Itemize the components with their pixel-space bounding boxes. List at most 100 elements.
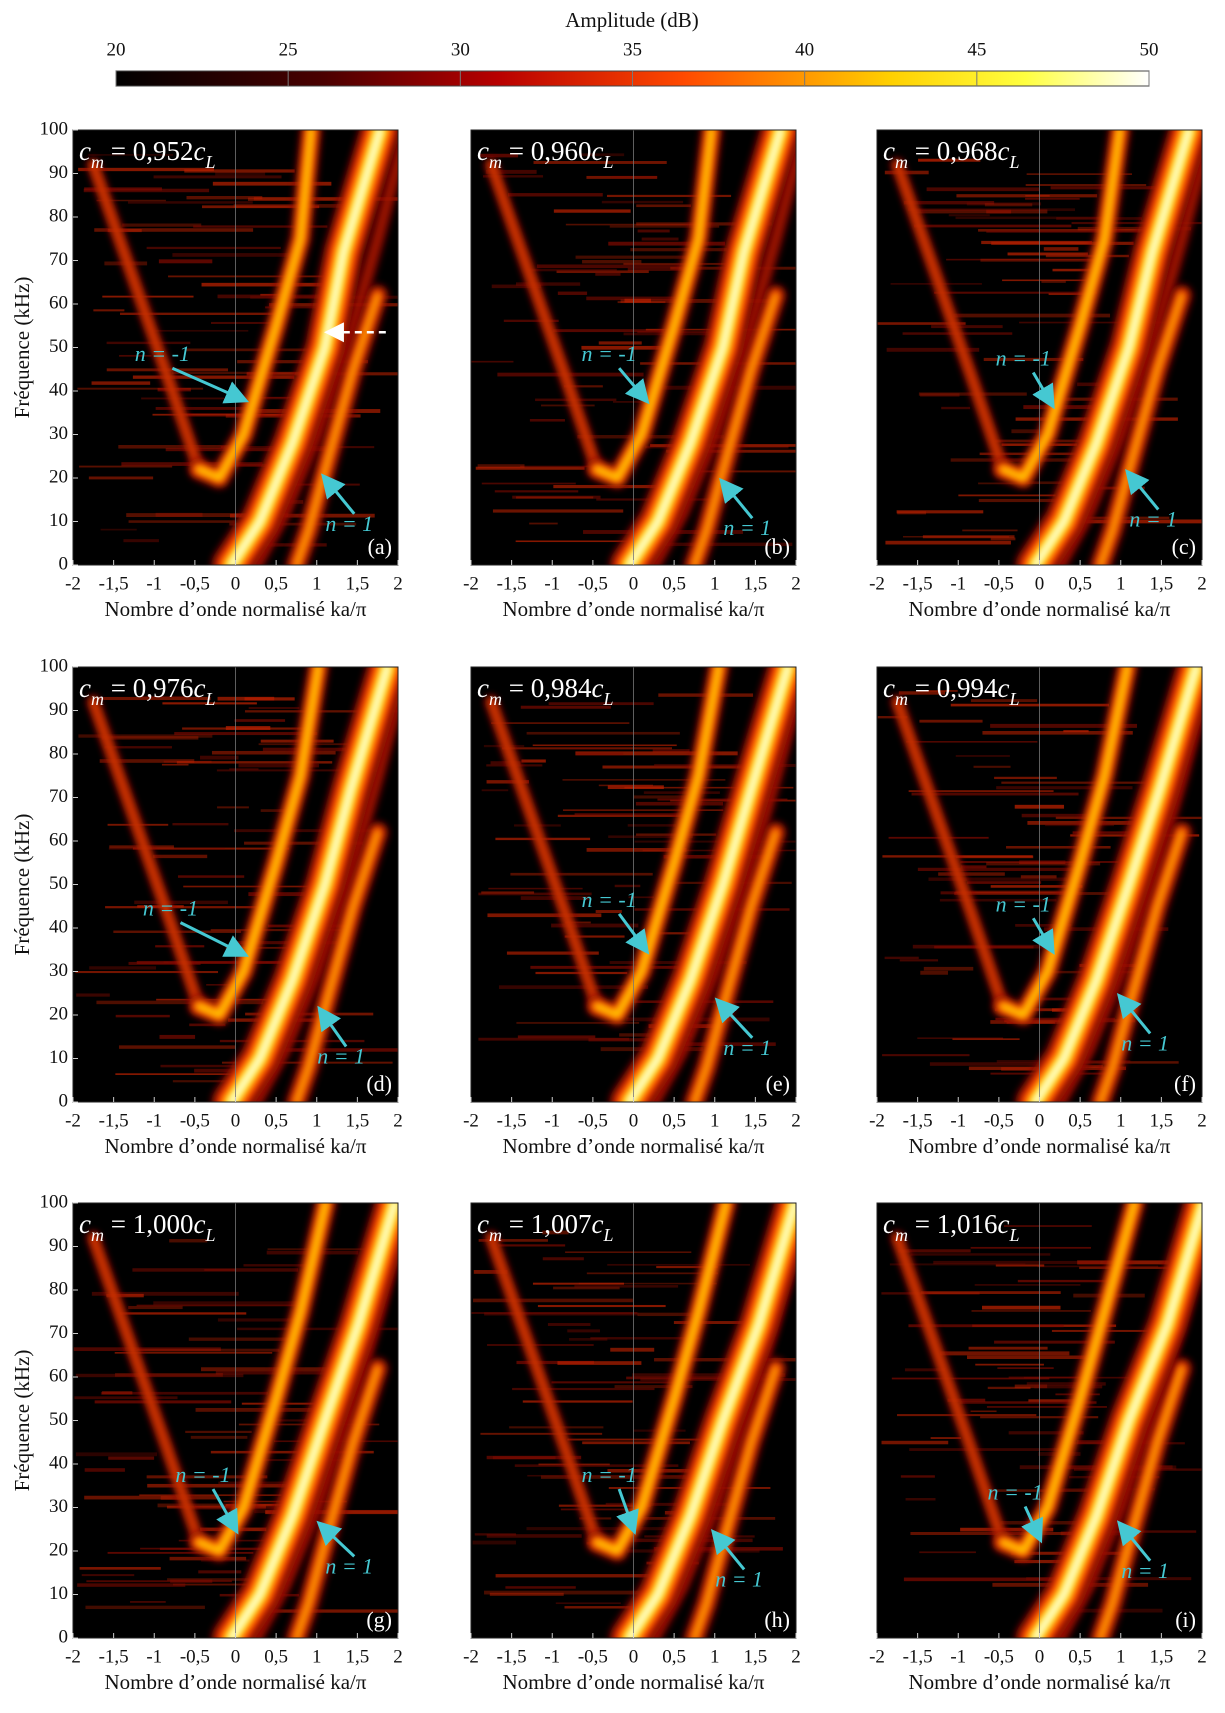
title-part: c [79,136,91,166]
x-tick-label: -2 [869,1646,885,1667]
annotation: n = 1 [325,1553,373,1578]
annotation: n = -1 [143,896,198,921]
x-tick-label: -0,5 [180,1110,210,1131]
x-tick-label: -1,5 [497,573,527,594]
x-tick-label: -2 [463,1646,479,1667]
panel: cm = 0,976cL(d)-2 -1,5 -1 -0,5 0 0,5 1 1,5 2Nomb… [10,655,403,1157]
title-part: = 0,976 [104,673,193,703]
x-tick-label: 2 [1197,1110,1207,1131]
x-tick-label: 1 [1116,573,1126,594]
x-tick-label: 1,5 [1150,573,1174,594]
annotation-arrow [617,367,650,405]
x-axis-label: Nombre d’onde normalisé ka/π [503,1134,765,1158]
title-part: L [602,1225,613,1245]
title-part: c [193,1209,205,1239]
annotation: n = 1 [1129,507,1177,532]
y-tick-label: 90 [49,699,68,720]
title-part: c [477,1209,489,1239]
panel: cm = 0,994cL(f)-2 -1,5 -1 -0,5 0 0,5 1 1,5 2Nomb… [869,666,1207,1158]
x-tick-label: -2 [463,573,479,594]
y-tick-label: 30 [49,1496,68,1517]
panel-label: (i) [1175,1607,1196,1632]
annotation-arrow [179,921,249,957]
title-part: L [1008,1225,1019,1245]
annotation-arrow [1116,1520,1152,1562]
x-tick-label: 0 [231,573,241,594]
x-tick-label: -1 [146,573,162,594]
title-part: = 1,007 [502,1209,591,1239]
y-tick-label: 80 [49,742,68,763]
annotation-arrow [714,997,754,1039]
panel-title: cm = 0,976cL [79,673,215,709]
title-part: L [1008,689,1019,709]
title-part: m [489,152,502,172]
annotation: n = -1 [582,341,637,366]
panel-label: (g) [366,1607,392,1632]
x-tick-label: -1,5 [497,1110,527,1131]
x-tick-label: 0 [231,1646,241,1667]
panel: cm = 0,952cL(a)-2 -1,5 -1 -0,5 0 0,5 1 1,5 2Nomb… [10,118,403,620]
y-tick-label: 10 [49,510,68,531]
y-tick-label: 30 [49,960,68,981]
x-tick-label: -1 [950,1110,966,1131]
x-tick-label: -2 [65,573,81,594]
x-tick-label: -1 [146,1646,162,1667]
title-part: c [591,673,603,703]
y-tick-label: 80 [49,1278,68,1299]
x-tick-label: -2 [463,1110,479,1131]
y-tick-label: 20 [49,466,68,487]
annotation: n = -1 [996,346,1051,371]
x-tick-label: -1 [950,573,966,594]
panel-title: cm = 1,016cL [883,1209,1019,1245]
x-tick-label: -1,5 [903,1110,933,1131]
title-part: = 0,984 [502,673,592,703]
annotation-arrow [171,366,250,404]
x-axis-label: Nombre d’onde normalisé ka/π [503,597,765,621]
y-axis-label: Fréquence (kHz) [10,277,34,419]
y-tick-label: 0 [59,553,69,574]
colorbar-tick-label: 20 [107,39,126,60]
x-tick-label: -1 [950,1646,966,1667]
title-part: L [602,152,613,172]
x-tick-label: -1,5 [99,1646,129,1667]
annotation-arrow [316,1520,356,1558]
panel-title: cm = 0,994cL [883,673,1019,709]
x-tick-label: 1 [312,1646,322,1667]
x-tick-label: 1,5 [744,1646,768,1667]
x-tick-label: -1,5 [903,1646,933,1667]
panel: cm = 0,984cL(e)-2 -1,5 -1 -0,5 0 0,5 1 1,5 2Nomb… [463,666,801,1158]
panel-title: cm = 0,952cL [79,136,215,172]
annotation-arrow [321,473,356,515]
x-tick-label: -1,5 [903,573,933,594]
panel-label: (c) [1172,534,1196,559]
y-tick-label: 50 [49,336,68,357]
title-part: c [477,136,489,166]
y-tick-label: 80 [49,205,68,226]
y-tick-label: 20 [49,1003,68,1024]
x-tick-label: -0,5 [180,1646,210,1667]
y-tick-label: 70 [49,249,68,270]
y-tick-label: 10 [49,1583,68,1604]
y-tick-label: 60 [49,829,68,850]
panel-label: (d) [366,1071,392,1096]
x-tick-label: 1,5 [346,1646,370,1667]
title-part: c [997,136,1009,166]
title-part: c [883,136,895,166]
panel-title: cm = 1,000cL [79,1209,215,1245]
annotation-arrow [317,1005,348,1048]
y-tick-label: 100 [40,1191,69,1212]
x-tick-label: 1,5 [1150,1110,1174,1131]
panel-label: (a) [368,534,392,559]
panel-label: (f) [1174,1071,1196,1096]
x-tick-label: 1 [710,1646,720,1667]
colorbar-tick-label: 30 [451,39,470,60]
title-part: = 1,000 [104,1209,193,1239]
colorbar-tick-label: 40 [795,39,814,60]
x-tick-label: -1 [544,573,560,594]
annotation: n = -1 [582,1462,637,1487]
annotation: n = -1 [988,1479,1043,1504]
x-tick-label: -2 [869,573,885,594]
x-tick-label: -1 [146,1110,162,1131]
x-tick-label: -0,5 [984,1110,1014,1131]
colorbar-tick-label: 50 [1140,39,1159,60]
